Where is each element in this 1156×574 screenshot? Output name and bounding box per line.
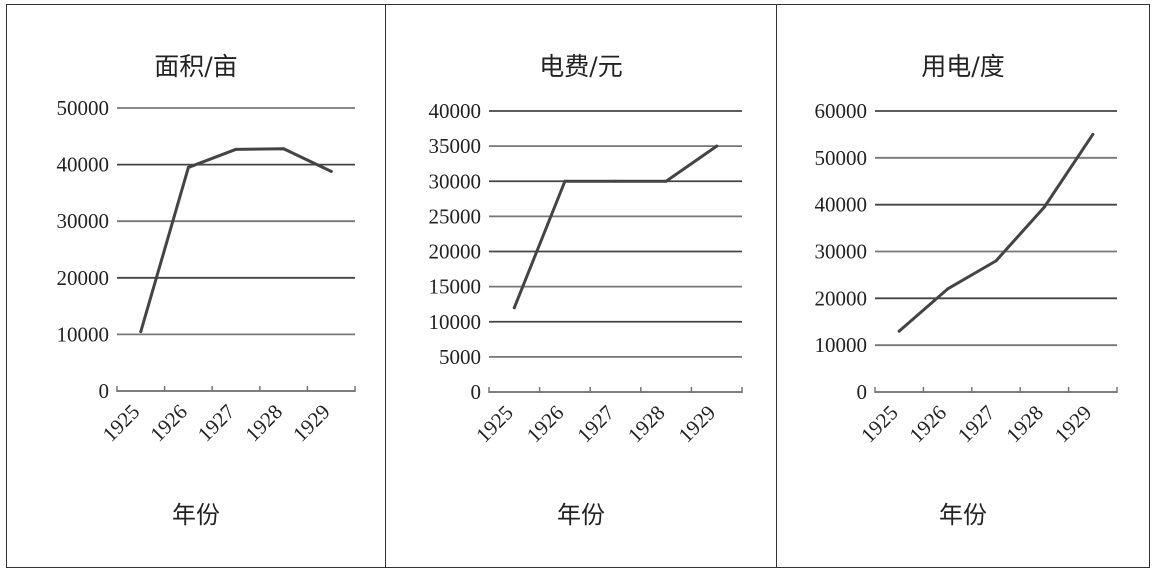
y-tick-label-electricity-use: 30000: [815, 240, 868, 264]
x-tick-label-electricity-fee: 1928: [623, 401, 670, 448]
x-tick-label-electricity-use: 1929: [1050, 401, 1097, 448]
x-tick-label-electricity-fee: 1926: [522, 401, 569, 448]
data-point-area: [186, 165, 190, 169]
y-tick-label-electricity-use: 60000: [815, 99, 868, 123]
y-tick-label-electricity-fee: 5000: [439, 345, 481, 369]
x-tick-label-area: 1926: [145, 400, 192, 447]
chart-panel-area: 面积/亩 0 10000 20000 30000 40000 50000 1925 1926 1…: [6, 4, 386, 568]
data-point-electricity-use: [897, 329, 901, 333]
y-tick-label-electricity-use: 0: [857, 380, 868, 404]
y-tick-label-electricity-fee: 40000: [429, 99, 482, 123]
data-point-electricity-use: [1042, 205, 1046, 209]
data-point-electricity-use: [994, 259, 998, 263]
data-point-area: [329, 169, 333, 173]
y-tick-label-electricity-fee: 35000: [429, 134, 482, 158]
y-tick-label-electricity-use: 40000: [815, 193, 868, 217]
y-tick-label-area: 50000: [57, 96, 110, 120]
y-tick-label-electricity-fee: 20000: [429, 240, 482, 264]
x-axis-label-electricity-use: 年份: [939, 501, 987, 529]
x-tick-label-electricity-use: 1925: [856, 401, 903, 448]
x-tick-label-electricity-use: 1928: [1001, 401, 1048, 448]
x-axis-label-area: 年份: [172, 501, 220, 529]
y-tick-label-electricity-fee: 30000: [429, 169, 482, 193]
y-tick-label-area: 0: [99, 379, 110, 403]
chart-panel-electricity-use: 用电/度 0 10000 20000 30000 40000 50000 60000 1925…: [776, 4, 1150, 568]
y-tick-label-area: 40000: [57, 153, 110, 177]
data-point-electricity-fee: [563, 179, 567, 183]
data-point-electricity-fee: [664, 179, 668, 183]
series-line-electricity-use: [897, 132, 1095, 333]
data-point-electricity-fee: [715, 144, 719, 148]
x-tick-label-electricity-fee: 1927: [572, 401, 619, 448]
y-tick-label-electricity-use: 50000: [815, 146, 868, 170]
data-point-area: [282, 147, 286, 151]
y-tick-label-electricity-fee: 15000: [429, 275, 482, 299]
chart-title-area: 面积/亩: [154, 52, 238, 81]
y-tick-label-electricity-fee: 0: [471, 380, 482, 404]
chart-title-electricity-fee: 电费/元: [539, 52, 623, 81]
x-tick-label-area: 1925: [98, 400, 145, 447]
x-tick-label-area: 1929: [288, 400, 335, 447]
data-point-area: [234, 147, 238, 151]
x-tick-label-electricity-fee: 1925: [471, 401, 518, 448]
y-tick-label-area: 20000: [57, 266, 110, 290]
y-tick-label-area: 10000: [57, 322, 110, 346]
data-point-area: [139, 330, 143, 334]
y-tick-label-electricity-use: 10000: [815, 333, 868, 357]
x-tick-label-electricity-fee: 1929: [674, 401, 721, 448]
x-tick-label-area: 1928: [240, 400, 287, 447]
x-tick-label-electricity-use: 1927: [953, 401, 1000, 448]
chart-electricity-fee: 0 5000 10000 15000 20000 25000 30000 35000 40000…: [429, 99, 743, 448]
data-point-electricity-fee: [512, 306, 516, 310]
y-tick-label-electricity-fee: 10000: [429, 310, 482, 334]
chart-panel-electricity-fee: 电费/元 0 5000 10000 15000 20000 25000 30000 35000…: [385, 4, 777, 568]
y-tick-label-electricity-fee: 25000: [429, 204, 482, 228]
y-tick-label-area: 30000: [57, 209, 110, 233]
series-line-area: [139, 147, 333, 334]
series-line-electricity-fee: [512, 144, 719, 310]
x-tick-label-area: 1927: [193, 400, 240, 447]
data-point-electricity-use: [946, 287, 950, 291]
chart-title-electricity-use: 用电/度: [921, 52, 1005, 81]
y-tick-label-electricity-use: 20000: [815, 286, 868, 310]
data-point-electricity-fee: [614, 179, 617, 183]
x-tick-label-electricity-use: 1926: [904, 401, 951, 448]
data-point-electricity-use: [1091, 132, 1095, 136]
x-axis-label-electricity-fee: 年份: [557, 501, 605, 529]
